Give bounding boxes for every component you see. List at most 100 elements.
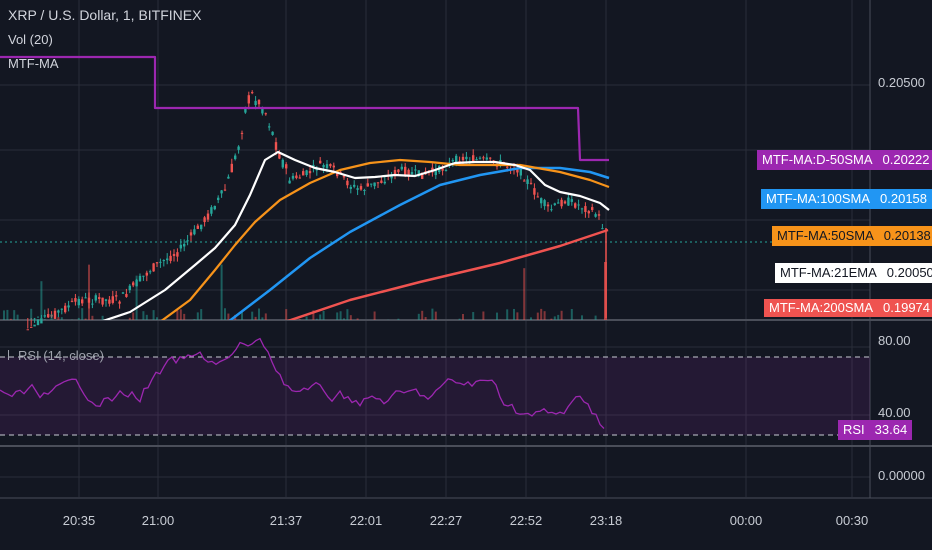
candle — [359, 183, 363, 191]
ma-tag-21ema: MTF-MA:21EMA 0.20050 — [775, 263, 932, 283]
candle — [288, 177, 291, 184]
volume-bar — [227, 313, 230, 320]
candle-body — [574, 203, 577, 208]
candle-body — [98, 297, 101, 299]
candle-body — [417, 170, 420, 177]
volume-bar — [557, 314, 560, 320]
candle — [91, 299, 94, 309]
candle — [203, 215, 206, 227]
candle — [149, 269, 152, 275]
candle-body — [298, 177, 301, 179]
candle-body — [594, 214, 597, 217]
volume-bar — [298, 319, 301, 320]
candle — [101, 297, 104, 307]
volume-bar — [349, 315, 352, 320]
candle — [591, 203, 594, 213]
volume-bar — [57, 317, 60, 320]
candle — [472, 149, 475, 163]
candle — [329, 163, 332, 169]
ma-tag-200sma: MTF-MA:200SMA 0.19974 — [764, 299, 932, 317]
candle-body — [26, 329, 29, 331]
candle-body — [404, 166, 407, 176]
candle — [485, 153, 488, 161]
candle-body — [91, 303, 94, 305]
volume-bar — [3, 310, 5, 320]
candle — [142, 275, 145, 281]
candle-body — [315, 169, 318, 171]
candle-body — [60, 308, 63, 310]
ma-200sma-line — [287, 228, 609, 320]
candle-body — [543, 200, 546, 207]
candle — [390, 171, 393, 184]
candle-body — [217, 197, 220, 201]
candle-body — [33, 324, 36, 327]
candle — [353, 180, 356, 189]
candle-body — [526, 179, 529, 184]
candle-body — [206, 213, 210, 220]
candle — [138, 273, 142, 282]
candle-body — [169, 255, 172, 261]
candle-body — [244, 107, 247, 113]
candle-body — [94, 295, 97, 301]
volume-bar — [424, 317, 427, 320]
candle-body — [64, 305, 67, 313]
volume-bar — [196, 312, 199, 320]
ma-indicator-label[interactable]: MTF-MA — [8, 56, 59, 71]
time-axis-label: 21:00 — [141, 513, 175, 528]
volume-bar — [312, 310, 315, 320]
volume-bar — [336, 312, 339, 320]
candle-body — [536, 196, 539, 198]
candle-body — [176, 252, 179, 257]
volume-bar — [60, 317, 63, 320]
ma-tag-name: MTF-MA:100SMA — [766, 191, 871, 206]
ma-tag-name: MTF-MA:21EMA — [780, 265, 877, 280]
candle-body — [329, 164, 332, 167]
candle — [557, 198, 560, 204]
volume-bar — [84, 318, 87, 320]
candle — [125, 288, 128, 298]
candle-body — [118, 301, 121, 304]
volume-bar — [543, 311, 546, 320]
candle-body — [465, 156, 468, 160]
candle — [533, 183, 536, 200]
ma-100sma-line — [228, 166, 610, 320]
volume-indicator-label[interactable]: Vol (20) — [8, 32, 53, 47]
candle-body — [223, 189, 227, 191]
volume-bar — [462, 314, 464, 320]
candle-body — [47, 314, 50, 318]
candle — [397, 169, 400, 175]
candle — [186, 235, 189, 246]
rsi-indicator-label[interactable]: RSI (14, close) — [8, 348, 104, 363]
volume-bar — [523, 268, 526, 320]
candle-body — [410, 172, 414, 175]
volume-bar — [560, 310, 563, 320]
rsi-tag-value: 33.64 — [874, 422, 908, 437]
candle — [414, 164, 417, 176]
candle — [376, 182, 380, 188]
volume-bar — [570, 309, 573, 320]
ma-tag-d50sma: MTF-MA:D-50SMA 0.20222 — [757, 150, 932, 170]
candle-body — [383, 181, 386, 184]
volume-bar — [319, 314, 322, 320]
candle — [444, 168, 448, 172]
candle-body — [302, 171, 305, 176]
candle-body — [516, 168, 519, 173]
candle-body — [53, 310, 57, 319]
candle-body — [601, 228, 604, 230]
candle — [128, 284, 131, 294]
volume-bar — [513, 308, 515, 320]
candle — [237, 145, 240, 154]
candle — [451, 158, 454, 167]
candle-body — [519, 166, 522, 176]
candle — [166, 253, 169, 265]
candle — [302, 168, 305, 176]
candle — [584, 202, 587, 218]
volume-bar — [183, 313, 186, 320]
candle-body — [366, 183, 369, 187]
candle-body — [155, 262, 159, 264]
candle-body — [193, 229, 196, 235]
candle-body — [257, 99, 261, 105]
time-axis-label: 22:52 — [509, 513, 543, 528]
symbol-title: XRP / U.S. Dollar, 1, BITFINEX — [8, 7, 202, 23]
